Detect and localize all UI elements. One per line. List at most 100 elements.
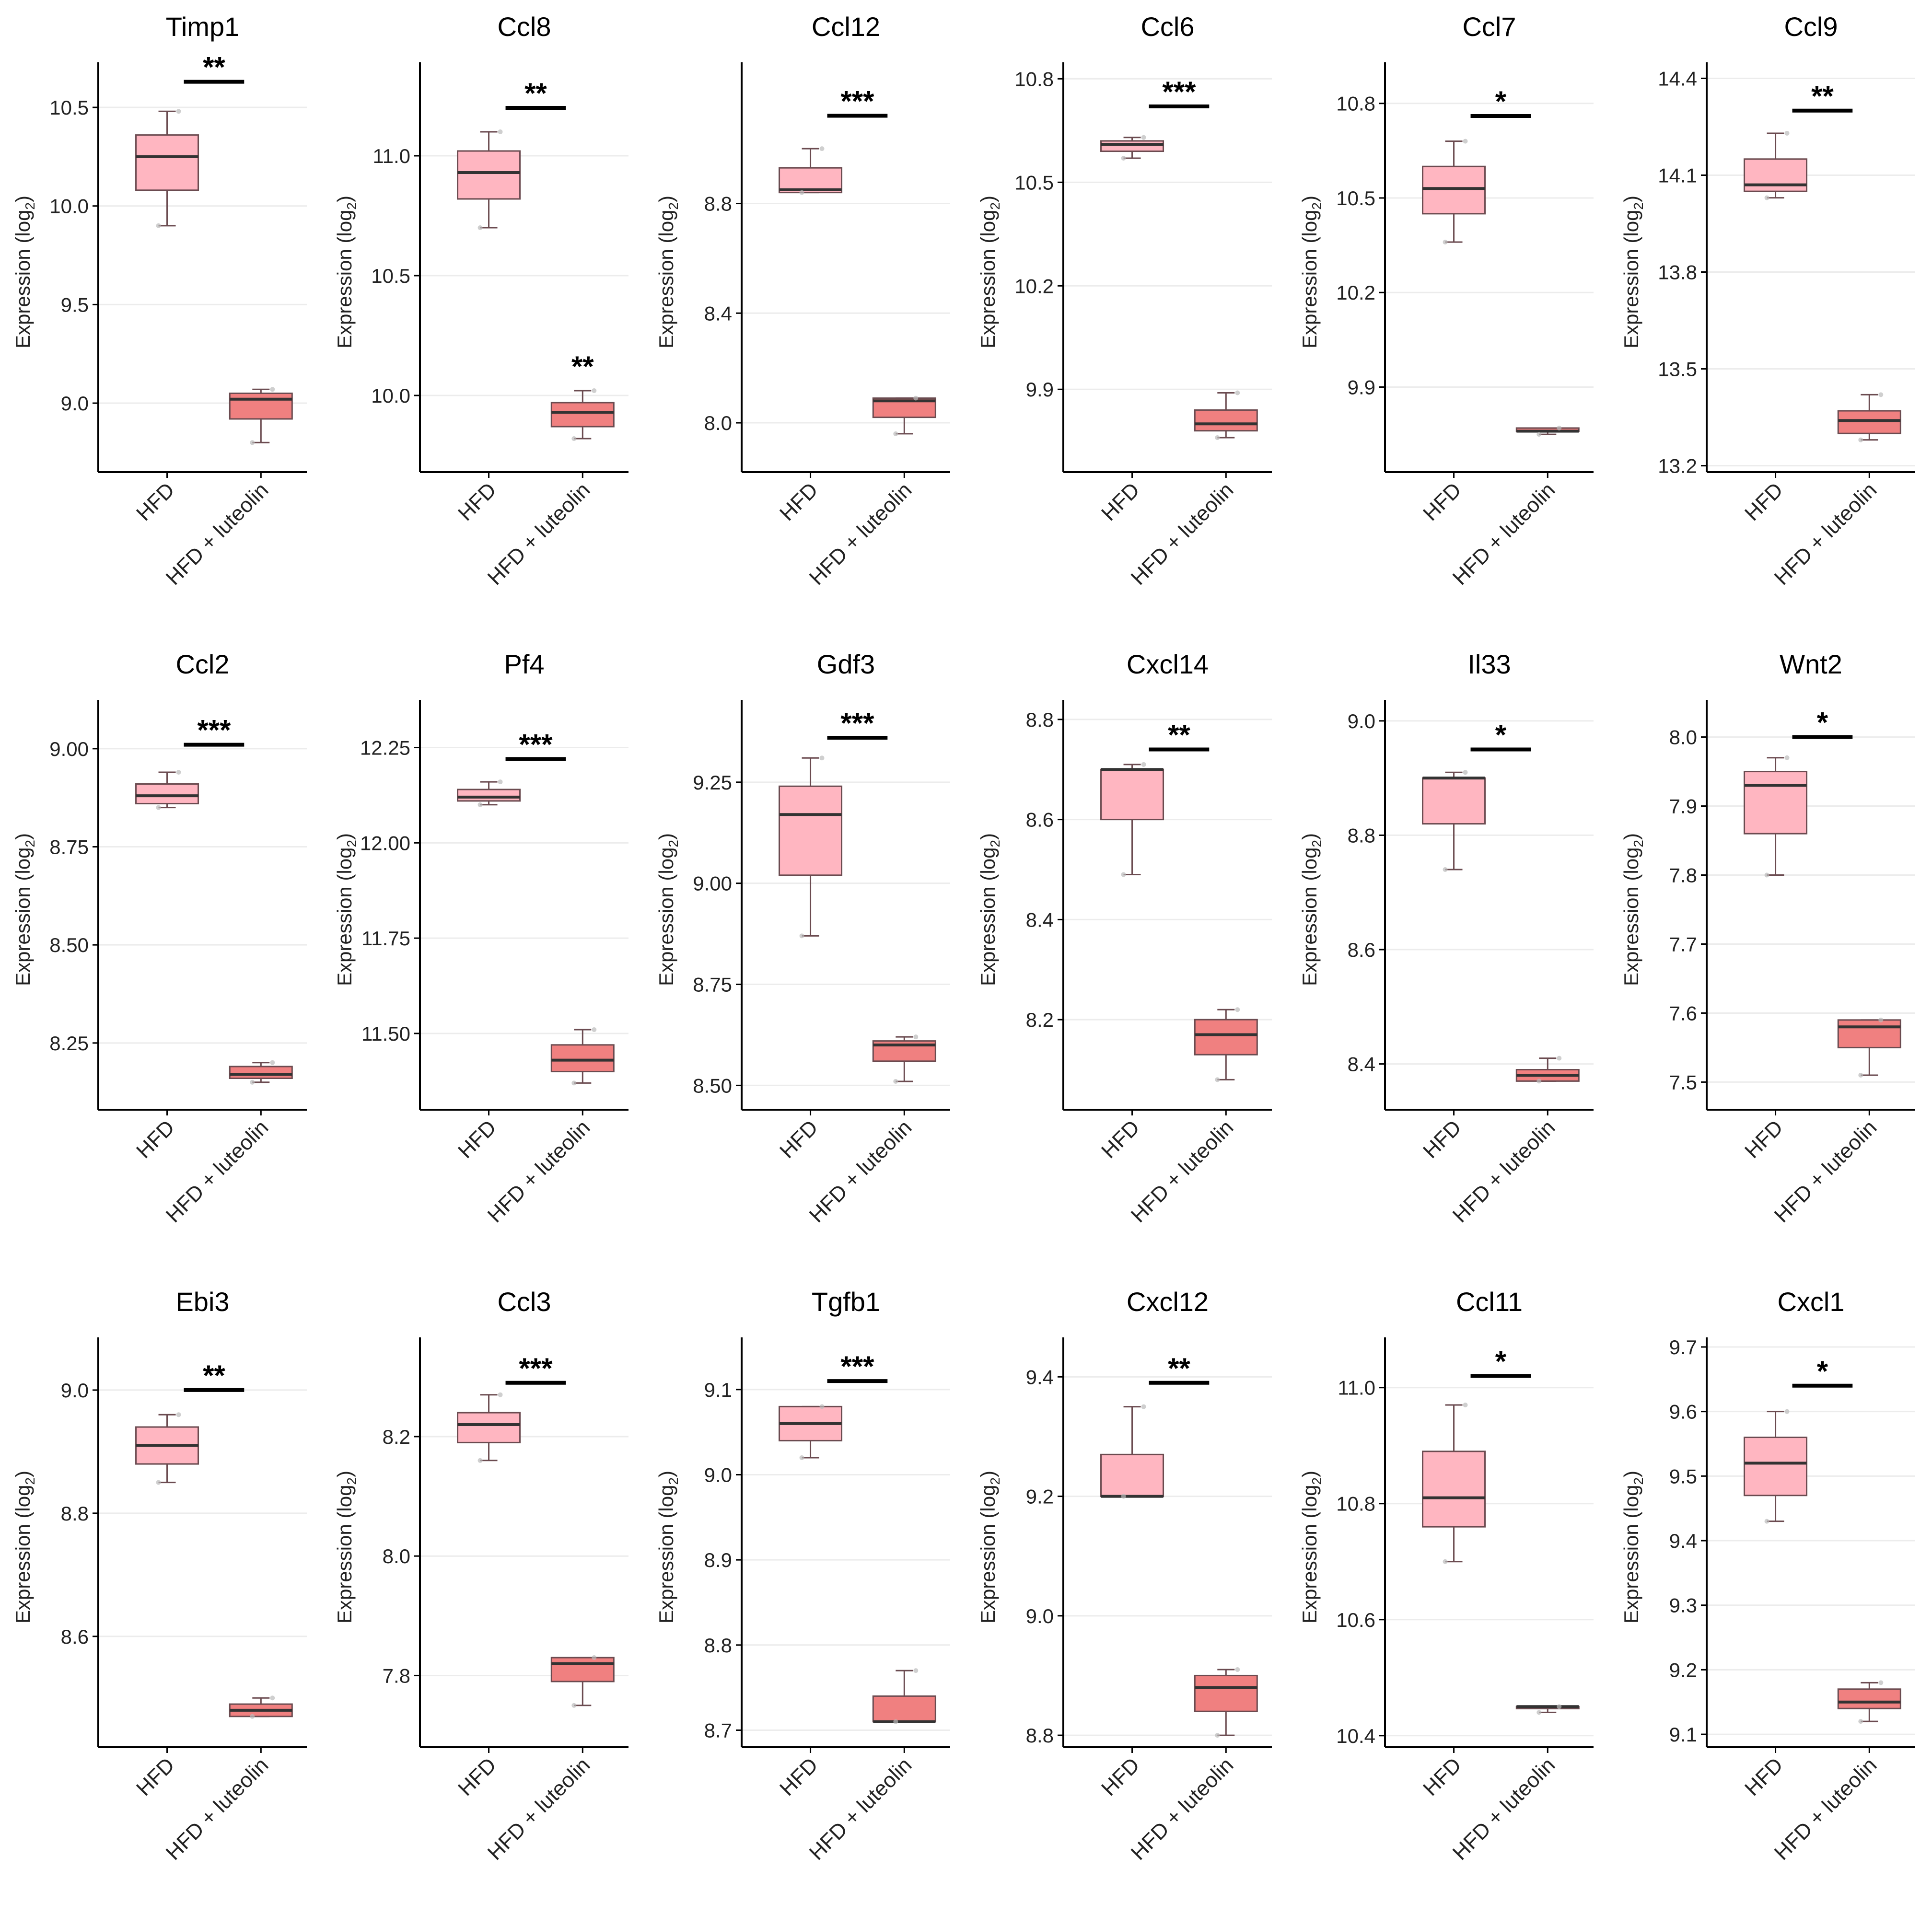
y-tick-label: 8.0 <box>1669 726 1697 749</box>
data-point <box>819 1404 825 1409</box>
data-point <box>1141 1404 1146 1409</box>
chart-svg: Ccl11 10.4 10.6 10.8 11.0 Expression (log2) HF… <box>1298 1287 1594 1865</box>
box-hfd-luteolin <box>1194 1019 1258 1056</box>
x-tick-label: HFD <box>1740 478 1788 525</box>
y-tick-label: 8.8 <box>1348 824 1375 847</box>
chart-title: Cxcl1 <box>1777 1287 1844 1317</box>
y-axis-label: Expression (log2) <box>1620 1471 1646 1624</box>
significance-label: ** <box>1168 1352 1190 1384</box>
box-hfd <box>1744 158 1808 192</box>
data-point <box>1141 762 1146 767</box>
data-point <box>571 436 577 441</box>
data-point <box>498 1392 503 1397</box>
box-hfd <box>1422 165 1486 215</box>
y-tick-label: 13.5 <box>1658 358 1697 381</box>
y-tick-label: 9.9 <box>1348 376 1375 398</box>
significance-label: *** <box>519 1352 553 1384</box>
data-point <box>498 129 503 134</box>
y-tick-label: 8.50 <box>49 934 89 956</box>
box-hfd <box>457 789 521 802</box>
x-tick-label: HFD <box>1097 1753 1144 1800</box>
data-point <box>1764 872 1769 878</box>
data-point <box>799 190 804 195</box>
y-tick-label: 10.6 <box>1336 1609 1375 1631</box>
x-tick-label: HFD <box>1740 1753 1788 1800</box>
x-tick-label: HFD <box>775 1753 823 1800</box>
data-point <box>1557 1056 1562 1061</box>
y-tick-label: 8.6 <box>1348 939 1375 961</box>
data-point <box>893 1079 898 1084</box>
y-tick-label: 8.7 <box>704 1719 732 1741</box>
y-tick-label: 8.8 <box>1026 708 1054 731</box>
significance-label: *** <box>840 1350 874 1382</box>
box-hfd <box>135 783 199 804</box>
x-tick-label: HFD <box>1097 1115 1144 1163</box>
data-point <box>799 1455 804 1460</box>
data-point <box>176 109 181 114</box>
data-point <box>1235 390 1240 395</box>
box-hfd <box>457 1412 521 1443</box>
x-tick-label: HFD <box>1740 1115 1788 1163</box>
y-tick-label: 10.2 <box>1336 281 1375 304</box>
data-point <box>1215 1733 1220 1738</box>
y-tick-label: 10.5 <box>1336 187 1375 209</box>
chart-title: Ccl2 <box>175 649 229 679</box>
significance-label: * <box>1817 1355 1828 1387</box>
data-point <box>1235 1007 1240 1012</box>
y-tick-label: 10.5 <box>1014 171 1054 194</box>
chart-panel-timp1: Timp1 9.0 9.5 10.0 10.5 Expression (log2) HFD H… <box>0 0 322 638</box>
data-point <box>1764 1519 1769 1524</box>
y-axis-label: Expression (log2) <box>655 1471 681 1624</box>
data-point <box>819 146 825 151</box>
data-point <box>477 802 483 807</box>
y-axis-label: Expression (log2) <box>1298 1471 1324 1624</box>
chart-panel-il33: Il33 8.4 8.6 8.8 9.0 Expression (log2) HFD HFD … <box>1287 638 1608 1275</box>
y-tick-label: 10.5 <box>49 96 89 119</box>
data-point <box>1557 425 1562 430</box>
data-point <box>477 225 483 230</box>
chart-panel-cxcl1: Cxcl1 9.1 9.2 9.3 9.4 9.5 9.6 9.7 Expression (lo… <box>1608 1275 1930 1913</box>
x-tick-label: HFD <box>454 1753 501 1800</box>
y-tick-label: 8.8 <box>1026 1724 1054 1747</box>
data-point <box>156 223 161 228</box>
x-tick-label: HFD <box>1419 1115 1466 1163</box>
y-axis-label: Expression (log2) <box>977 196 1002 348</box>
y-tick-label: 9.2 <box>1669 1659 1697 1681</box>
y-tick-label: 8.50 <box>693 1074 732 1097</box>
y-tick-label: 9.9 <box>1026 378 1054 401</box>
data-point <box>1463 139 1468 144</box>
y-axis-label: Expression (log2) <box>1298 196 1324 348</box>
data-point <box>592 388 597 393</box>
significance-label: *** <box>1162 76 1196 108</box>
data-point <box>250 1079 255 1085</box>
y-tick-label: 9.5 <box>61 293 89 316</box>
data-point <box>913 1668 919 1673</box>
chart-panel-ccl8: Ccl8 10.0 10.5 11.0 Expression (log2) HFD HFD … <box>322 0 643 638</box>
x-tick-label: HFD <box>132 478 179 525</box>
x-tick-label: HFD <box>1419 478 1466 525</box>
data-point <box>1858 1073 1863 1078</box>
data-point <box>1784 130 1790 136</box>
data-point <box>1215 1077 1220 1082</box>
chart-title: Gdf3 <box>817 649 875 679</box>
chart-panel-ccl2: Ccl2 8.25 8.50 8.75 9.00 Expression (log2) HFD… <box>0 638 322 1275</box>
data-point <box>1235 1667 1240 1672</box>
y-axis-label: Expression (log2) <box>655 833 681 986</box>
data-point <box>250 440 255 445</box>
box-hfd-luteolin <box>229 1066 293 1079</box>
y-tick-label: 10.2 <box>1014 275 1054 297</box>
y-tick-label: 10.0 <box>49 195 89 218</box>
y-tick-label: 9.0 <box>1348 710 1375 732</box>
y-tick-label: 14.4 <box>1658 67 1697 90</box>
data-point <box>1764 195 1769 200</box>
x-tick-label: HFD <box>132 1753 179 1800</box>
y-tick-label: 8.4 <box>1348 1053 1375 1076</box>
y-tick-label: 7.7 <box>1669 933 1697 955</box>
y-tick-label: 8.0 <box>704 412 732 434</box>
